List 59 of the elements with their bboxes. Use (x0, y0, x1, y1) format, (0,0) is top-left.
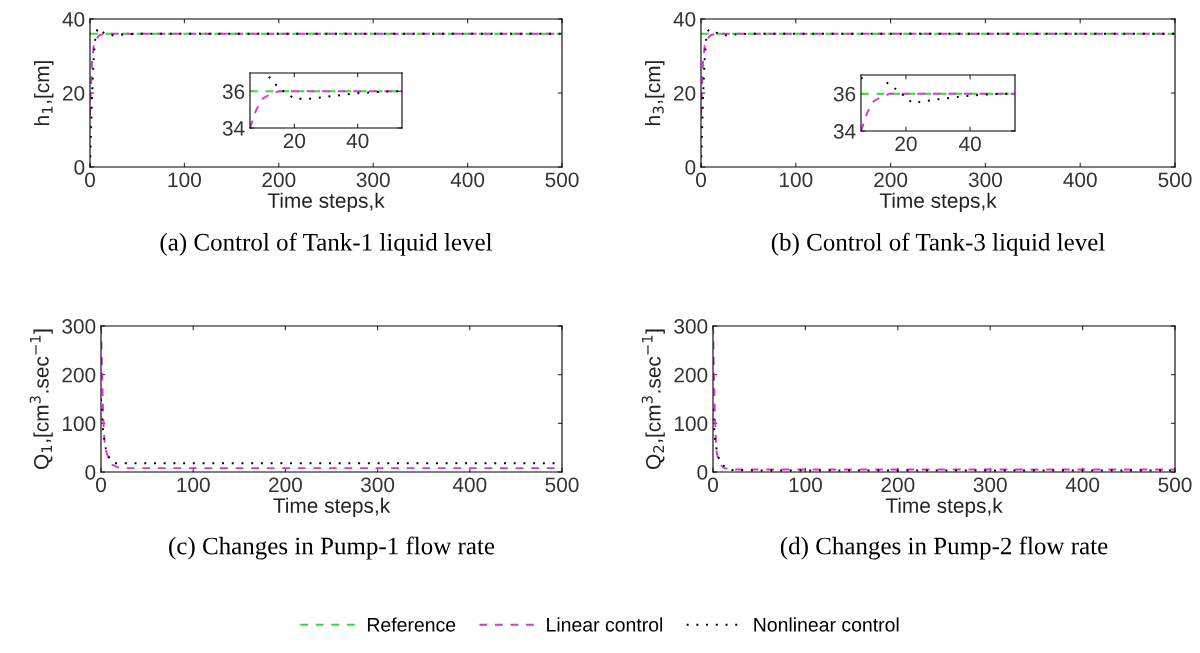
legend-label: Reference (367, 617, 456, 632)
y-tick-label: 0 (74, 160, 85, 175)
x-tick-label: 400 (452, 477, 487, 493)
x-tick-label: 0 (96, 477, 106, 493)
x-tick-label: 100 (168, 172, 201, 188)
x-tick-label: 300 (973, 477, 1007, 493)
y-tick-label: 100 (62, 416, 96, 432)
y-axis-title: h$_{1}$,[cm] (34, 61, 54, 125)
y-tick-label: 300 (674, 319, 708, 334)
x-tick-label: 400 (1065, 477, 1100, 493)
x-tick-label: 200 (269, 477, 302, 493)
y-tick-label: 20 (674, 86, 696, 101)
x-tick-label: 40 (346, 133, 369, 149)
y-tick-label: 0 (85, 465, 96, 480)
text: (b) Control of Tank-3 liquid level (771, 232, 1105, 256)
x-axis-title: Time steps,k (273, 497, 391, 518)
x-tick-label: 100 (177, 477, 210, 493)
x-tick-label: 0 (708, 477, 718, 493)
y-tick-label: 300 (62, 319, 96, 334)
y-tick-label: 0 (685, 160, 696, 175)
x-tick-label: 20 (283, 133, 306, 149)
x-tick-label: 200 (881, 477, 915, 493)
x-axis-title: Time steps,k (879, 192, 997, 213)
legend-label: Nonlinear control (754, 617, 899, 632)
y-tick-label: 200 (62, 367, 96, 383)
x-tick-label: 500 (1158, 477, 1192, 493)
text: (d) Changes in Pump-2 flow rate (780, 536, 1108, 560)
x-tick-label: 300 (356, 172, 390, 188)
y-tick-label: 36 (222, 84, 245, 100)
text: (c) Changes in Pump-1 flow rate (169, 536, 495, 560)
x-tick-label: 200 (262, 172, 296, 188)
y-axis-title: h$_{3}$,[cm] (645, 61, 665, 125)
x-tick-label: 200 (874, 172, 908, 188)
y-tick-label: 0 (697, 465, 708, 480)
y-axis-title: Q$_{2}$,[cm$^{3}$.sec$^{−1}$] (641, 329, 665, 470)
x-tick-label: 500 (545, 172, 579, 188)
y-axis-title: Q$_{1}$,[cm$^{3}$.sec$^{−1}$] (29, 329, 53, 470)
y-tick-label: 34 (222, 121, 245, 136)
x-tick-label: 300 (361, 477, 395, 493)
y-tick-label: 36 (833, 86, 856, 102)
x-tick-label: 40 (958, 136, 981, 152)
y-tick-label: 34 (833, 124, 856, 139)
y-tick-label: 20 (63, 86, 85, 101)
y-tick-label: 40 (673, 12, 696, 27)
x-tick-label: 500 (545, 477, 579, 493)
x-axis-title: Time steps,k (267, 192, 385, 213)
x-tick-label: 400 (450, 172, 485, 188)
y-tick-label: 40 (62, 12, 85, 27)
legend-label: Linear control (547, 617, 663, 632)
x-tick-label: 100 (789, 477, 822, 493)
x-axis-title: Time steps,k (885, 497, 1003, 518)
x-tick-label: 20 (895, 136, 917, 152)
x-tick-label: 400 (1063, 172, 1097, 188)
y-tick-label: 100 (674, 416, 708, 432)
x-tick-label: 500 (1158, 172, 1192, 188)
x-tick-label: 100 (780, 172, 813, 188)
x-tick-label: 300 (968, 172, 1002, 188)
text: (a) Control of Tank-1 liquid level (160, 232, 493, 256)
y-tick-label: 200 (674, 367, 708, 383)
